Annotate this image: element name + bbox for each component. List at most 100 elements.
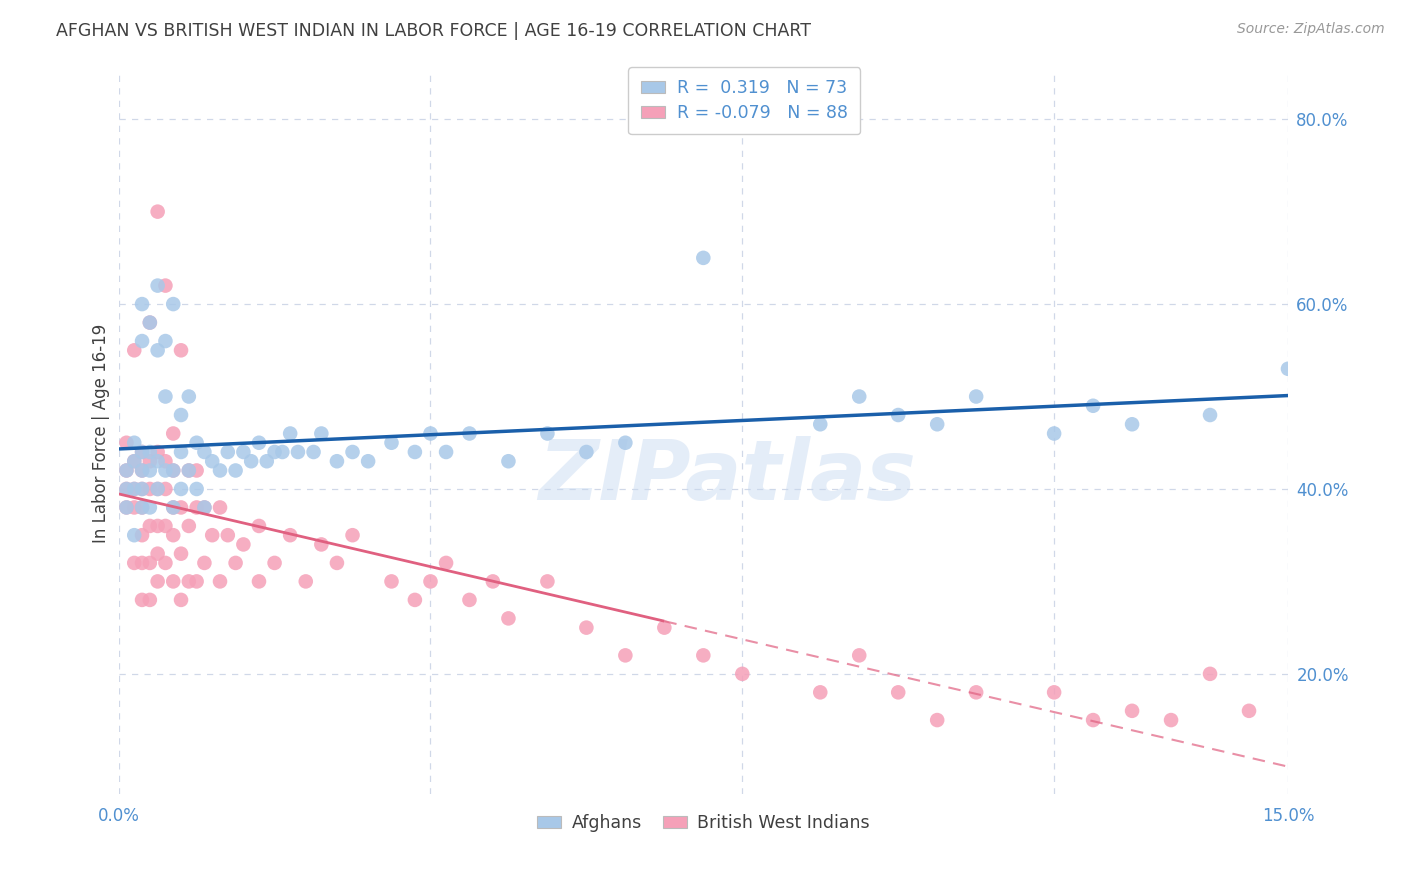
Point — [294, 574, 316, 589]
Point — [186, 435, 208, 450]
Point — [131, 463, 153, 477]
Point — [1237, 704, 1260, 718]
Point — [186, 500, 208, 515]
Point — [808, 417, 831, 432]
Point — [146, 454, 169, 468]
Point — [131, 528, 153, 542]
Point — [536, 426, 558, 441]
Point — [115, 463, 138, 477]
Point — [1160, 713, 1182, 727]
Point — [201, 454, 224, 468]
Point — [1121, 417, 1143, 432]
Text: Source: ZipAtlas.com: Source: ZipAtlas.com — [1237, 22, 1385, 37]
Point — [482, 574, 505, 589]
Point — [155, 278, 177, 293]
Point — [146, 574, 169, 589]
Point — [131, 593, 153, 607]
Point — [225, 556, 247, 570]
Point — [162, 426, 184, 441]
Point — [139, 556, 162, 570]
Point — [614, 435, 637, 450]
Point — [225, 463, 247, 477]
Point — [1043, 685, 1066, 699]
Point — [139, 482, 162, 496]
Point — [177, 390, 200, 404]
Point — [1081, 399, 1104, 413]
Point — [217, 528, 239, 542]
Point — [146, 445, 169, 459]
Point — [122, 482, 145, 496]
Point — [146, 343, 169, 358]
Point — [186, 482, 208, 496]
Point — [170, 408, 193, 422]
Point — [927, 713, 949, 727]
Point — [177, 519, 200, 533]
Point — [575, 445, 598, 459]
Point — [232, 537, 254, 551]
Point — [193, 556, 215, 570]
Point — [155, 334, 177, 348]
Point — [380, 435, 402, 450]
Point — [808, 685, 831, 699]
Point — [122, 528, 145, 542]
Point — [146, 482, 169, 496]
Point — [887, 408, 910, 422]
Point — [419, 574, 441, 589]
Y-axis label: In Labor Force | Age 16-19: In Labor Force | Age 16-19 — [93, 324, 110, 543]
Point — [177, 574, 200, 589]
Point — [170, 500, 193, 515]
Point — [1043, 426, 1066, 441]
Point — [115, 435, 138, 450]
Point — [131, 556, 153, 570]
Point — [155, 454, 177, 468]
Point — [146, 519, 169, 533]
Point — [162, 500, 184, 515]
Point — [155, 519, 177, 533]
Point — [217, 445, 239, 459]
Point — [1121, 704, 1143, 718]
Point — [278, 528, 301, 542]
Point — [186, 463, 208, 477]
Point — [139, 445, 162, 459]
Point — [162, 528, 184, 542]
Point — [162, 463, 184, 477]
Point — [139, 454, 162, 468]
Point — [326, 454, 349, 468]
Point — [247, 435, 270, 450]
Point — [177, 463, 200, 477]
Point — [122, 454, 145, 468]
Point — [155, 390, 177, 404]
Point — [122, 556, 145, 570]
Point — [131, 445, 153, 459]
Point — [193, 500, 215, 515]
Point — [131, 334, 153, 348]
Point — [177, 463, 200, 477]
Point — [271, 445, 294, 459]
Point — [115, 500, 138, 515]
Text: AFGHAN VS BRITISH WEST INDIAN IN LABOR FORCE | AGE 16-19 CORRELATION CHART: AFGHAN VS BRITISH WEST INDIAN IN LABOR F… — [56, 22, 811, 40]
Point — [131, 463, 153, 477]
Point — [170, 593, 193, 607]
Point — [965, 390, 987, 404]
Point — [380, 574, 402, 589]
Point — [357, 454, 380, 468]
Point — [434, 556, 457, 570]
Point — [139, 316, 162, 330]
Point — [162, 463, 184, 477]
Point — [146, 482, 169, 496]
Point — [155, 463, 177, 477]
Point — [311, 426, 333, 441]
Point — [131, 482, 153, 496]
Point — [122, 343, 145, 358]
Point — [302, 445, 325, 459]
Point — [256, 454, 278, 468]
Legend: Afghans, British West Indians: Afghans, British West Indians — [530, 807, 877, 839]
Point — [122, 435, 145, 450]
Point — [193, 445, 215, 459]
Point — [419, 426, 441, 441]
Point — [311, 537, 333, 551]
Point — [498, 454, 520, 468]
Point — [115, 482, 138, 496]
Point — [139, 593, 162, 607]
Point — [247, 574, 270, 589]
